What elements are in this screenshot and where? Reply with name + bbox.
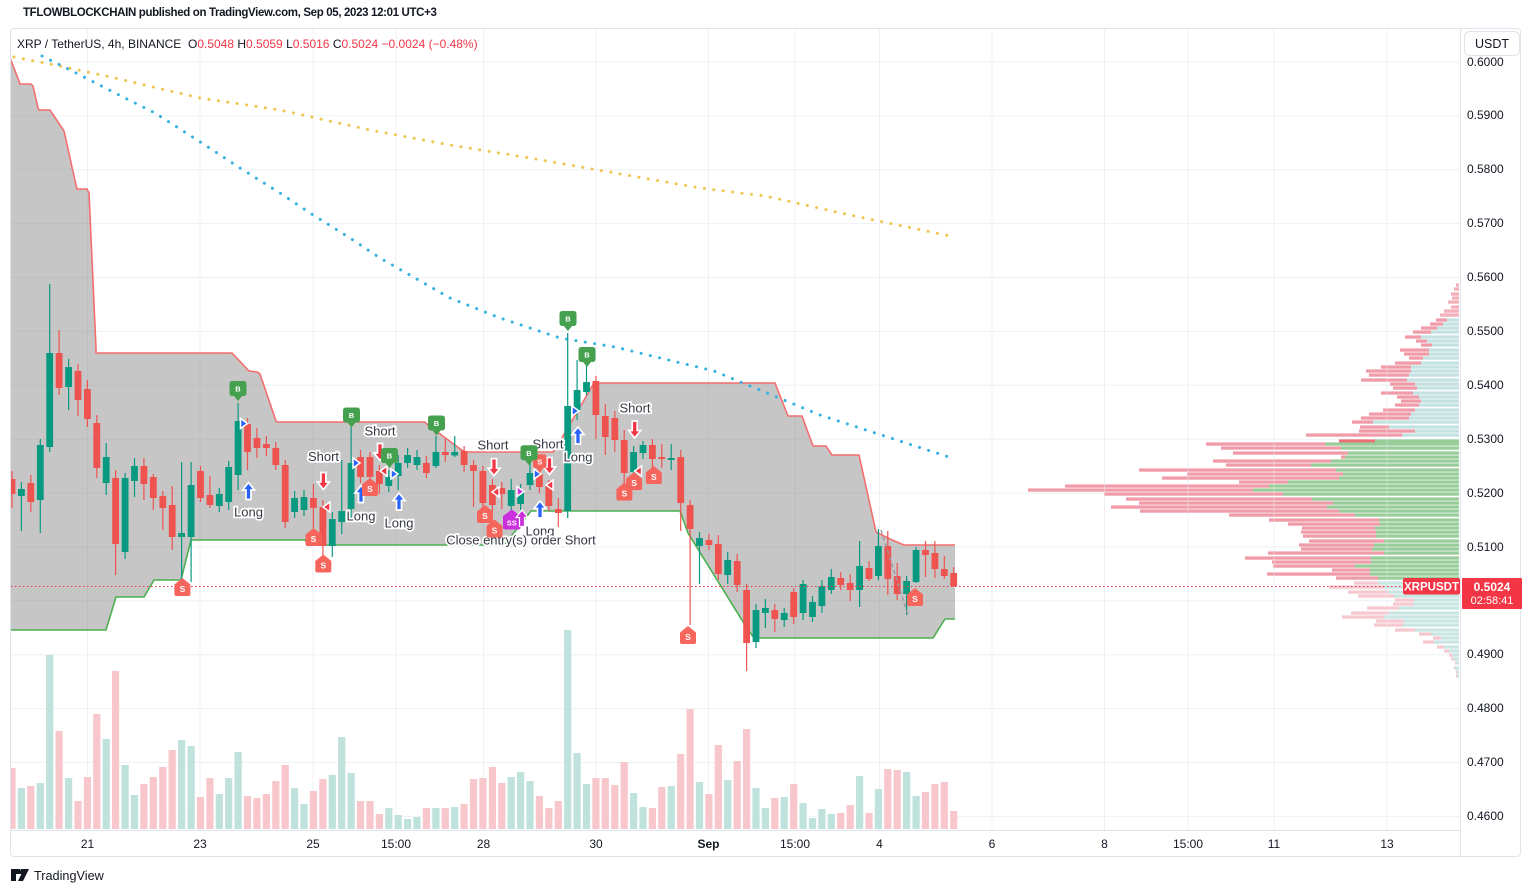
svg-text:S: S: [320, 561, 326, 571]
svg-text:SS: SS: [507, 519, 517, 528]
svg-text:Short: Short: [532, 437, 563, 452]
svg-text:B: B: [584, 351, 590, 360]
svg-text:Long: Long: [385, 516, 414, 531]
svg-text:Short: Short: [619, 401, 650, 416]
svg-text:S: S: [651, 472, 657, 482]
svg-text:B: B: [235, 385, 241, 394]
svg-text:Long: Long: [347, 509, 376, 524]
svg-text:B: B: [349, 411, 355, 420]
svg-text:Close entry(s) order Short: Close entry(s) order Short: [446, 533, 596, 548]
svg-text:S: S: [912, 594, 918, 604]
svg-text:B: B: [387, 452, 393, 461]
svg-text:S: S: [180, 584, 186, 594]
svg-text:B: B: [434, 419, 440, 428]
svg-text:S: S: [631, 478, 637, 488]
svg-text:Long: Long: [526, 524, 555, 539]
svg-text:XRPUSDT: XRPUSDT: [1404, 582, 1459, 594]
svg-text:S: S: [367, 484, 373, 494]
svg-text:S: S: [622, 489, 628, 499]
svg-text:Short: Short: [308, 449, 339, 464]
svg-text:S: S: [311, 534, 317, 544]
svg-text:Long: Long: [234, 505, 263, 520]
svg-text:Long: Long: [564, 450, 593, 465]
svg-text:S: S: [482, 511, 488, 521]
svg-text:S: S: [537, 458, 542, 467]
svg-text:S: S: [492, 526, 498, 536]
svg-text:B: B: [565, 315, 571, 324]
svg-text:S: S: [685, 632, 691, 642]
svg-text:Short: Short: [477, 438, 508, 453]
svg-text:B: B: [526, 449, 532, 458]
svg-text:Short: Short: [364, 424, 395, 439]
